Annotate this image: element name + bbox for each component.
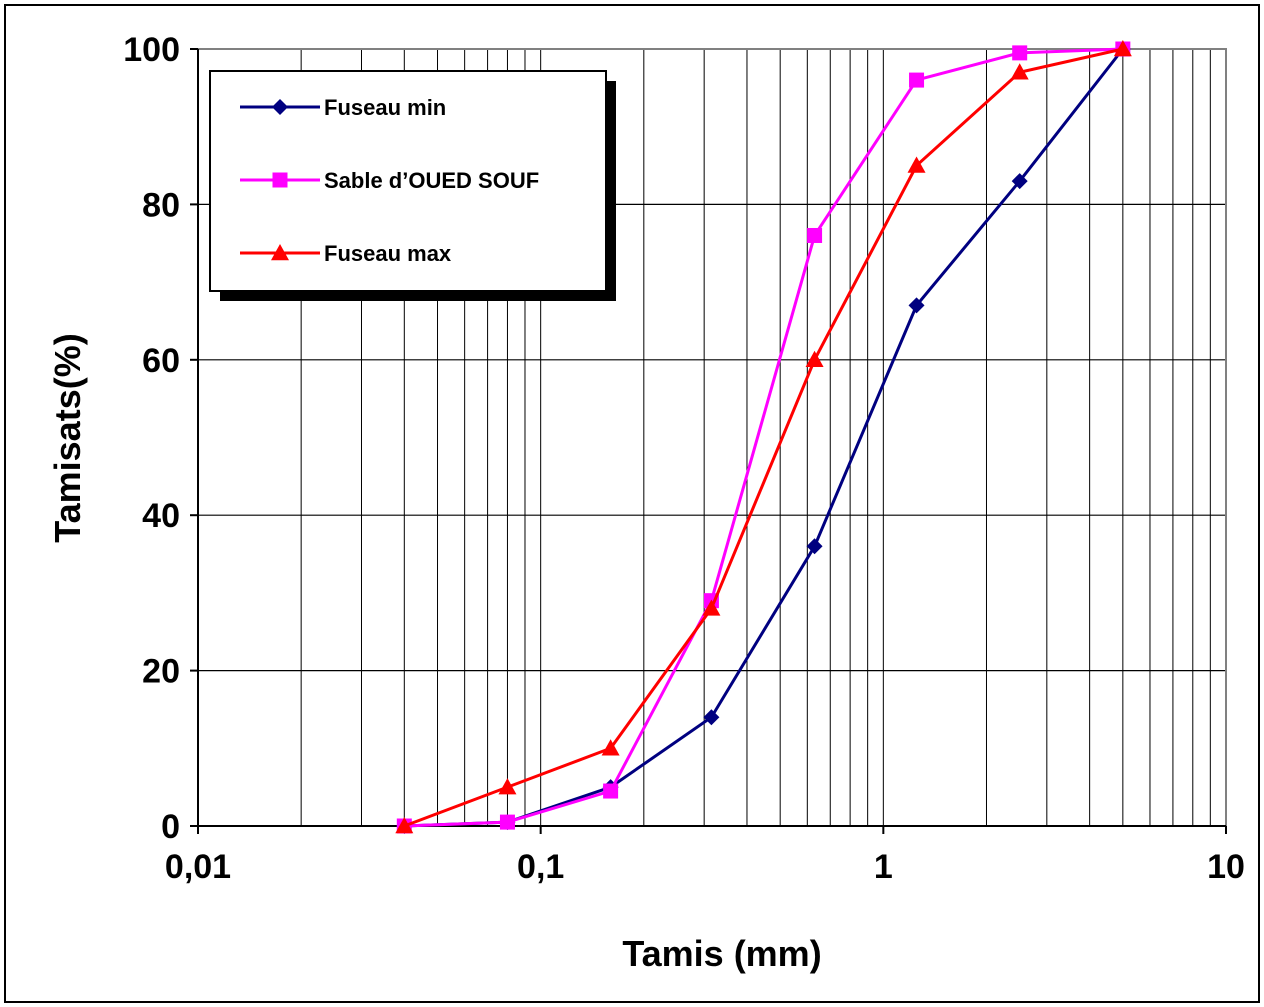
data-point (806, 538, 823, 555)
legend-marker (272, 99, 288, 115)
data-point (499, 814, 515, 830)
legend-label: Fuseau max (324, 241, 452, 266)
series-line (403, 47, 1124, 828)
y-tick-label: 60 (142, 342, 180, 380)
y-tick-label: 100 (123, 31, 180, 69)
x-axis-label: Tamis (mm) (622, 933, 821, 974)
y-tick-label: 80 (142, 186, 180, 224)
y-tick-label: 0 (161, 808, 180, 846)
y-axis-label: Tamisats(%) (47, 333, 88, 542)
tick-labels: 0 20 40 60 80 100 0,01 0,1 1 10 (123, 31, 1245, 886)
data-point (1012, 45, 1028, 61)
legend-marker (271, 244, 289, 261)
series-3 (395, 40, 1132, 834)
axes (190, 48, 1227, 834)
x-tick-label: 0,1 (517, 848, 564, 886)
series-2 (396, 41, 1131, 834)
data-point (805, 350, 824, 367)
data-point (807, 227, 823, 243)
data-point (395, 817, 414, 834)
y-tick-label: 40 (142, 497, 180, 535)
line-chart: 0 20 40 60 80 100 0,01 0,1 1 10 Tamis (mm) Tamisa… (47, 31, 1245, 974)
series-layer (395, 40, 1132, 834)
data-point (702, 599, 721, 616)
x-tick-label: 10 (1207, 848, 1245, 886)
data-point (908, 297, 925, 314)
data-point (1010, 63, 1029, 80)
data-point (601, 739, 620, 756)
legend: Fuseau min Sable d’OUED SOUF Fuseau max (209, 70, 616, 301)
x-tick-label: 1 (874, 848, 893, 886)
data-point (703, 709, 720, 726)
legend-label: Fuseau min (324, 95, 446, 120)
legend-label: Sable d’OUED SOUF (324, 168, 539, 193)
y-tick-label: 20 (142, 653, 180, 691)
legend-item: Sable d’OUED SOUF (240, 168, 539, 193)
data-point (907, 156, 926, 173)
data-point (498, 778, 517, 795)
data-point (1011, 173, 1028, 190)
legend-item: Fuseau max (240, 241, 452, 266)
x-tick-label: 0,01 (165, 848, 231, 886)
series-line (404, 47, 1123, 828)
legend-marker (272, 172, 288, 188)
data-point (909, 72, 925, 88)
data-point (1113, 40, 1132, 57)
data-point (603, 783, 619, 799)
chart-frame: 0 20 40 60 80 100 0,01 0,1 1 10 Tamis (mm) Tamisa… (4, 4, 1260, 1003)
legend-item: Fuseau min (240, 95, 446, 120)
